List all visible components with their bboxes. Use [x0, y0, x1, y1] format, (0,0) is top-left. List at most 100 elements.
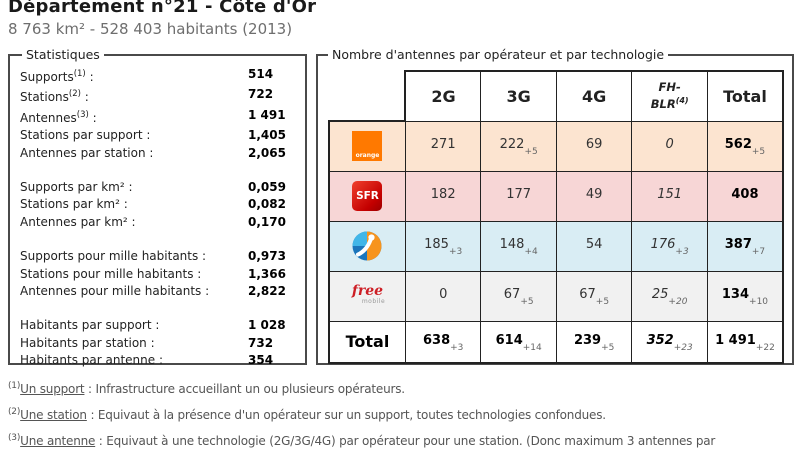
column-header-fh-blr: FH- BLR(4): [631, 70, 708, 122]
stat-value: 354: [248, 353, 274, 368]
antenna-count-cell: 222+5: [480, 120, 557, 172]
antenna-count-cell: 67+5: [480, 270, 557, 322]
stat-row: Antennes pour mille habitants : 2,822: [20, 283, 295, 300]
stat-row: Habitants par support : 1 028: [20, 317, 295, 334]
stat-label: Antennes par station :: [20, 145, 154, 160]
free-mobile-logo-icon: free mobile: [351, 282, 386, 305]
total-row-label: Total: [327, 320, 406, 364]
antenna-table-legend: Nombre d'antennes par opérateur et par t…: [332, 47, 665, 62]
total-count-cell: 352+23: [631, 320, 708, 364]
stat-label: Supports(1) :: [20, 69, 94, 84]
footnote-text: : Equivaut à la présence d'un opérateur …: [86, 408, 606, 422]
stat-label: Habitants par antenne :: [20, 353, 163, 368]
footnote-sup: (2): [8, 407, 21, 417]
footnote-term-support[interactable]: Un support: [20, 382, 85, 396]
footnote-support: (1)Un support : Infrastructure accueilla…: [8, 379, 794, 396]
antenna-table-fieldset: Nombre d'antennes par opérateur et par t…: [316, 47, 794, 365]
stat-row: Stations(2) : 722: [20, 86, 295, 106]
antenna-total-cell: 134+10: [706, 270, 784, 322]
stat-row: Habitants par antenne : 354: [20, 352, 295, 369]
antenna-count-cell: 49: [555, 170, 633, 222]
operator-row-sfr: SFR 182 177 49 151 408: [327, 170, 784, 222]
antenna-count-cell: 185+3: [404, 220, 482, 272]
antenna-count-cell: 0: [631, 120, 708, 172]
header-row: 2G 3G 4G FH- BLR(4) Total: [329, 70, 784, 122]
stat-group-per-capita: Supports pour mille habitants : 0,973 St…: [20, 248, 295, 300]
empty-header-cell: [329, 71, 406, 121]
stat-group-per-km2: Supports par km² : 0,059 Stations par km…: [20, 179, 295, 231]
stat-value: 1 491: [248, 107, 286, 122]
stats-legend: Statistiques: [26, 47, 100, 62]
stat-label: Habitants par station :: [20, 335, 155, 350]
stat-label: Stations par support :: [20, 128, 151, 143]
antenna-count-cell: 182: [404, 170, 482, 222]
antenna-total-cell: 387+7: [706, 220, 784, 272]
stat-row: Habitants par station : 732: [20, 335, 295, 352]
total-count-cell: 614+14: [480, 320, 557, 364]
orange-logo-icon: orange: [352, 131, 383, 162]
stat-row: Supports pour mille habitants : 0,973: [20, 248, 295, 265]
total-count-cell: 239+5: [555, 320, 633, 364]
antenna-total-cell: 408: [706, 170, 784, 222]
operator-row-free: free mobile 0 67+5 67+5 25+20 134+10: [327, 270, 784, 322]
footnote-sup: (1): [8, 381, 21, 391]
stat-row: Stations pour mille habitants : 1,366: [20, 266, 295, 283]
column-header-2g: 2G: [404, 70, 482, 122]
column-header-4g: 4G: [555, 70, 633, 122]
stat-value: 0,973: [248, 249, 286, 264]
stat-value: 732: [248, 335, 274, 350]
stat-label: Supports pour mille habitants :: [20, 249, 207, 264]
stat-value: 0,082: [248, 197, 286, 212]
page-subtitle: 8 763 km² - 528 403 habitants (2013): [8, 20, 293, 38]
stat-row: Antennes(3) : 1 491: [20, 107, 295, 127]
total-row: Total 638+3 614+14 239+5 352+23 1 491+22: [327, 320, 784, 364]
antenna-total-cell: 562+5: [706, 120, 784, 172]
stat-value: 1,366: [248, 266, 286, 281]
stat-label: Supports par km² :: [20, 180, 133, 195]
stat-row: Antennes par km² : 0,170: [20, 214, 295, 231]
operator-row-orange: orange 271 222+5 69 0 562+5: [327, 120, 784, 172]
antenna-count-cell: 0: [404, 270, 482, 322]
antenna-count-cell: 271: [404, 120, 482, 172]
stat-label: Stations(2) :: [20, 89, 89, 105]
footnotes: (1)Un support : Infrastructure accueilla…: [8, 379, 794, 448]
stat-label: Antennes pour mille habitants :: [20, 284, 210, 299]
antenna-count-cell: 151: [631, 170, 708, 222]
grand-total-cell: 1 491+22: [706, 320, 784, 364]
antenna-count-cell: 54: [555, 220, 633, 272]
stat-row: Stations par km² : 0,082: [20, 196, 295, 213]
footnote-term-station[interactable]: Une station: [20, 408, 87, 422]
total-count-cell: 638+3: [404, 320, 482, 364]
footnote-term-antenne[interactable]: Une antenne: [20, 434, 96, 448]
stat-value: 0,170: [248, 214, 286, 229]
stat-label: Stations pour mille habitants :: [20, 266, 202, 281]
antenna-count-cell: 148+4: [480, 220, 557, 272]
stat-row: Supports(1) : 514: [20, 66, 295, 86]
stat-value: 722: [248, 87, 274, 102]
footnote-sup: (3): [8, 433, 21, 443]
operator-logo-cell: free mobile: [327, 270, 406, 322]
column-header-total: Total: [706, 70, 784, 122]
stat-value: 2,065: [248, 145, 286, 160]
stat-value: 0,059: [248, 180, 286, 195]
antenna-count-cell: 25+20: [631, 270, 708, 322]
antenna-count-cell: 177: [480, 170, 557, 222]
stat-value: 1,405: [248, 128, 286, 143]
footnote-text: : Infrastructure accueillant un ou plusi…: [84, 382, 405, 396]
stat-value: 514: [248, 67, 274, 81]
antenna-count-cell: 69: [555, 120, 633, 172]
stat-label: Antennes par km² :: [20, 214, 136, 229]
stat-label: Antennes(3) :: [20, 109, 97, 125]
stat-group-habitants: Habitants par support : 1 028 Habitants …: [20, 317, 295, 369]
page-title: Département n°21 - Côte d'Or: [8, 0, 317, 17]
antenna-count-cell: 67+5: [555, 270, 633, 322]
operator-row-bouygues: 185+3 148+4 54 176+3 387+7: [327, 220, 784, 272]
stat-label: Stations par km² :: [20, 197, 128, 212]
footnote-antenne: (3)Une antenne : Equivaut à une technolo…: [8, 431, 794, 448]
footnote-station: (2)Une station : Equivaut à la présence …: [8, 405, 794, 422]
operator-logo-cell: [327, 220, 406, 272]
operator-logo-cell: orange: [327, 120, 406, 172]
antenna-count-cell: 176+3: [631, 220, 708, 272]
column-header-3g: 3G: [480, 70, 557, 122]
